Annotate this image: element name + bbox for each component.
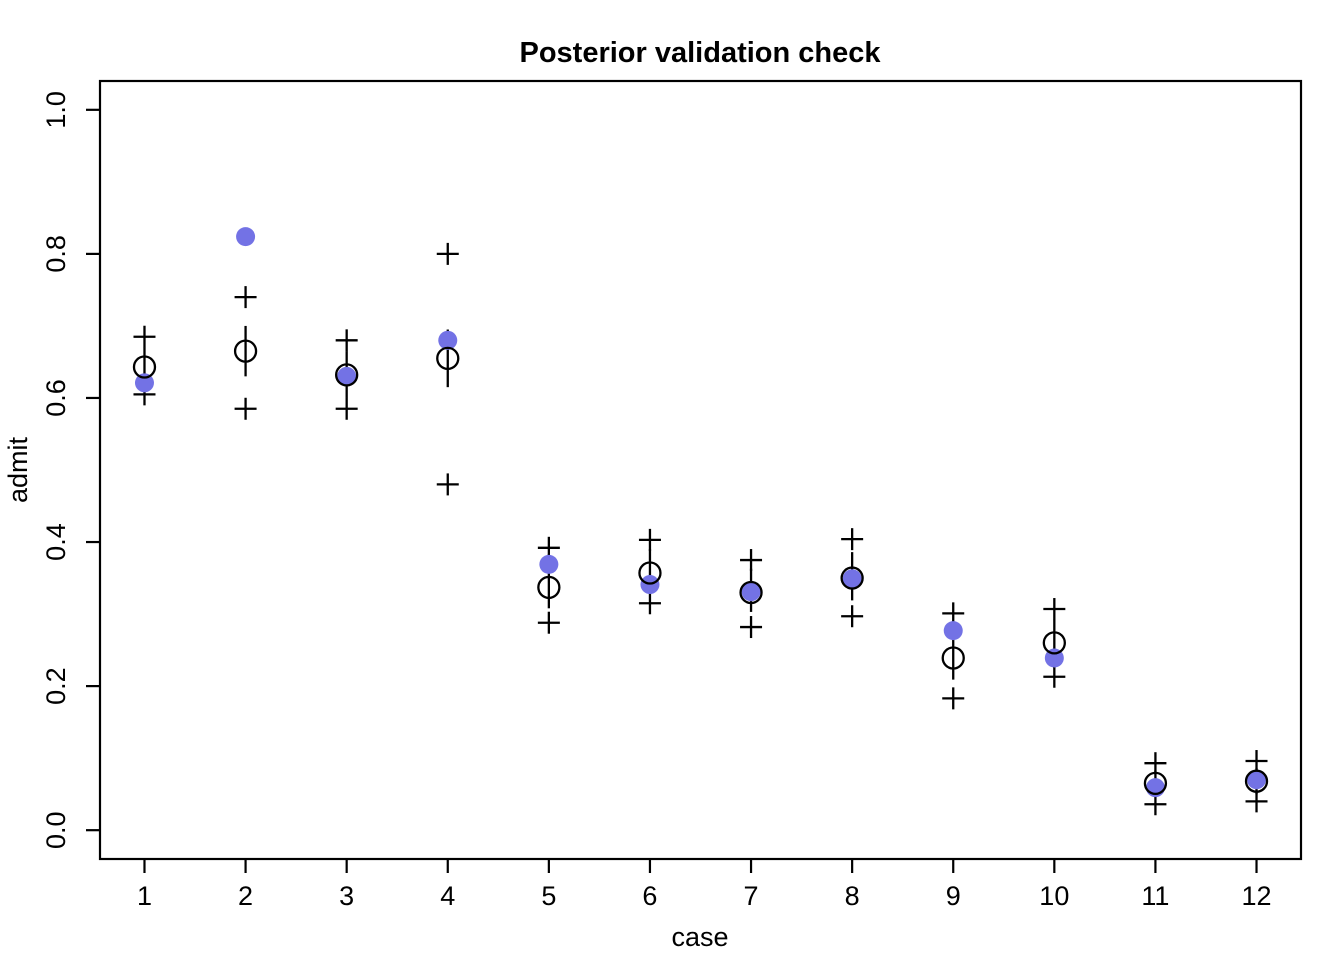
- observed-point: [236, 227, 256, 247]
- x-tick-label: 8: [845, 881, 860, 911]
- x-tick-label: 12: [1241, 881, 1271, 911]
- x-tick-label: 1: [137, 881, 152, 911]
- x-tick-label: 2: [238, 881, 253, 911]
- x-tick-label: 9: [946, 881, 961, 911]
- predicted-mean-point: [1244, 769, 1269, 793]
- y-tick-label: 1.0: [41, 91, 71, 129]
- observed-point: [337, 366, 357, 386]
- predicted-mean-point: [638, 561, 662, 585]
- predicted-mean-point: [233, 339, 258, 363]
- observed-point: [1247, 770, 1267, 790]
- x-axis-label: case: [671, 922, 728, 952]
- y-tick-label: 0.8: [41, 235, 71, 273]
- observed-point: [943, 621, 963, 641]
- observed-point: [438, 330, 458, 350]
- x-tick-label: 5: [541, 881, 556, 911]
- predicted-mean-point: [436, 346, 460, 370]
- y-axis-label: admit: [3, 436, 33, 503]
- observed-point: [134, 373, 154, 393]
- data-markers: [132, 227, 1269, 816]
- observed-point: [539, 554, 559, 574]
- predicted-mean-point: [335, 363, 359, 387]
- predicted-mean-point: [840, 566, 864, 590]
- y-tick-label: 0.2: [41, 667, 71, 705]
- chart-title: Posterior validation check: [519, 37, 881, 69]
- x-tick-label: 10: [1039, 881, 1069, 911]
- x-tick-label: 4: [440, 881, 455, 911]
- y-tick-label: 0.0: [41, 811, 71, 849]
- observed-point: [842, 569, 862, 589]
- predicted-mean-point: [537, 575, 561, 600]
- x-tick-label: 3: [339, 881, 354, 911]
- plot-frame: [98, 79, 1303, 861]
- predicted-mean-point: [941, 646, 965, 670]
- predicted-mean-point: [739, 580, 763, 605]
- predicted-mean-point: [1042, 631, 1066, 655]
- x-tick-label: 11: [1141, 881, 1169, 911]
- y-tick-label: 0.6: [41, 379, 71, 417]
- predicted-mean-point: [1143, 771, 1168, 796]
- predicted-mean-point: [132, 355, 157, 379]
- x-tick-label: 7: [744, 881, 759, 911]
- x-tick-label: 6: [642, 881, 657, 911]
- axes: 0.00.20.40.60.81.01 2 3 4 5 6 7 8 9 10 11 12: [41, 91, 1271, 911]
- observed-point: [741, 582, 761, 602]
- y-tick-label: 0.4: [41, 523, 71, 561]
